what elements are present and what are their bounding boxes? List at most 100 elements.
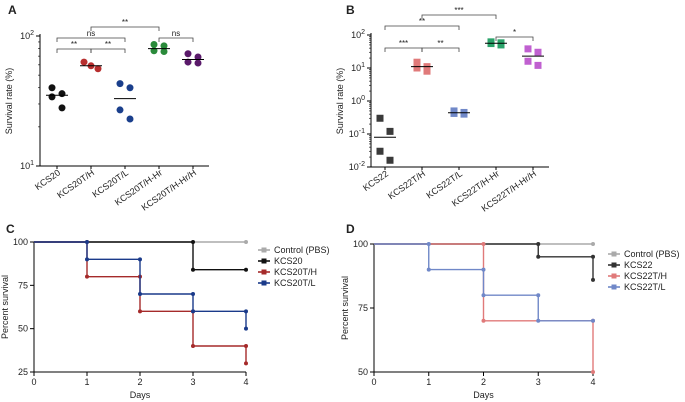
data-point (413, 58, 421, 66)
legend-label: Control (PBS) (274, 245, 330, 255)
y-tick-label: 75 (18, 280, 28, 290)
data-point (126, 115, 134, 123)
legend-label: KCS22T/H (624, 271, 667, 281)
censor-mark (244, 267, 248, 272)
panel-label: B (346, 3, 355, 17)
x-tick-label: 4 (243, 377, 248, 387)
x-tick-label: 1 (84, 377, 89, 387)
survival-curve (34, 241, 246, 271)
legend-label: KCS20T/L (274, 278, 316, 288)
x-axis-label: Days (473, 390, 494, 400)
data-point (48, 93, 56, 101)
legend-label: KCS20 (274, 256, 303, 266)
significance-bracket (421, 14, 497, 19)
data-point (534, 61, 542, 69)
censor-mark (591, 318, 595, 323)
legend-label: KCS20T/H (274, 267, 317, 277)
survival-curve (34, 241, 247, 329)
legend-marker (611, 284, 617, 290)
event-mark (191, 240, 195, 244)
censor-mark (591, 242, 595, 246)
y-tick-label: 75 (358, 303, 368, 313)
y-tick-label: 102 (351, 29, 365, 40)
panel-D: D 50 75 100 0 1 2 3 4 Days Percent survival Control… (340, 222, 680, 400)
x-tick-label: KCS20T/H (55, 167, 96, 200)
y-tick-label: 102 (20, 30, 34, 41)
legend-label: KCS22 (624, 260, 653, 270)
censor-mark (481, 318, 486, 323)
data-point (160, 47, 168, 55)
censor-mark (591, 370, 595, 374)
significance-label: * (513, 28, 516, 37)
survival-curve (374, 243, 593, 322)
x-tick-label: 2 (137, 377, 142, 387)
y-tick-label: 25 (18, 367, 28, 377)
significance-bracket (384, 47, 423, 52)
data-point (184, 58, 192, 66)
y-axis-label: Percent survival (0, 275, 10, 339)
event-mark (481, 242, 486, 246)
significance-label: ** (122, 18, 128, 27)
censor-mark (191, 267, 195, 272)
event-mark (244, 309, 248, 314)
event-mark (244, 344, 248, 348)
y-tick-label: 100 (351, 95, 365, 106)
censor-mark (244, 240, 248, 244)
significance-label: ** (71, 40, 77, 49)
significance-bracket (495, 36, 534, 41)
censor-mark (244, 361, 248, 366)
significance-label: ** (105, 40, 111, 49)
censor-mark (591, 277, 595, 282)
x-tick-label: 4 (590, 377, 595, 387)
legend-label: KCS22T/L (624, 282, 666, 292)
legend-marker (261, 247, 267, 253)
x-tick-label: KCS20 (33, 167, 62, 192)
data-point (524, 57, 532, 65)
x-tick-label: KCS22T/H (386, 168, 427, 201)
legend-marker (261, 269, 267, 275)
censor-mark (536, 318, 541, 323)
censor-mark (85, 257, 89, 262)
data-point (386, 156, 394, 164)
y-tick-label: 101 (20, 160, 34, 171)
significance-label: *** (399, 39, 408, 48)
x-axis-label: Days (130, 390, 151, 400)
legend-label: Control (PBS) (624, 249, 680, 259)
censor-mark (536, 254, 541, 259)
data-point (126, 84, 134, 92)
data-point (423, 67, 431, 75)
event-mark (85, 240, 89, 244)
censor-mark (138, 292, 142, 296)
y-tick-label: 100 (13, 237, 28, 247)
y-tick-label: 10-1 (349, 128, 365, 139)
censor-mark (481, 293, 486, 298)
y-tick-label: 10-2 (349, 161, 365, 172)
data-point (194, 53, 202, 61)
significance-bracket (158, 37, 194, 42)
significance-label: ns (172, 29, 180, 38)
data-point (150, 41, 158, 49)
event-mark (591, 254, 595, 259)
x-tick-label: 0 (31, 377, 36, 387)
censor-mark (426, 267, 431, 272)
event-mark (536, 293, 541, 298)
survival-curve (374, 243, 594, 372)
significance-bracket (56, 37, 126, 42)
data-point (386, 127, 394, 135)
y-tick-label: 100 (353, 239, 368, 249)
data-point (48, 84, 56, 92)
legend-marker (261, 258, 267, 264)
data-point (80, 58, 88, 66)
data-point (376, 114, 384, 122)
panel-C: C 25 50 75 100 0 1 2 3 4 Days Percent survival Contr… (0, 222, 330, 400)
x-tick-label: 3 (536, 377, 541, 387)
x-tick-label: 2 (481, 377, 486, 387)
censor-mark (244, 326, 248, 331)
censor-mark (138, 309, 142, 314)
significance-label: ns (87, 29, 95, 38)
y-axis-label: Percent survival (340, 276, 350, 340)
panel-label: A (8, 3, 17, 17)
event-mark (481, 267, 486, 272)
data-point (58, 104, 66, 112)
